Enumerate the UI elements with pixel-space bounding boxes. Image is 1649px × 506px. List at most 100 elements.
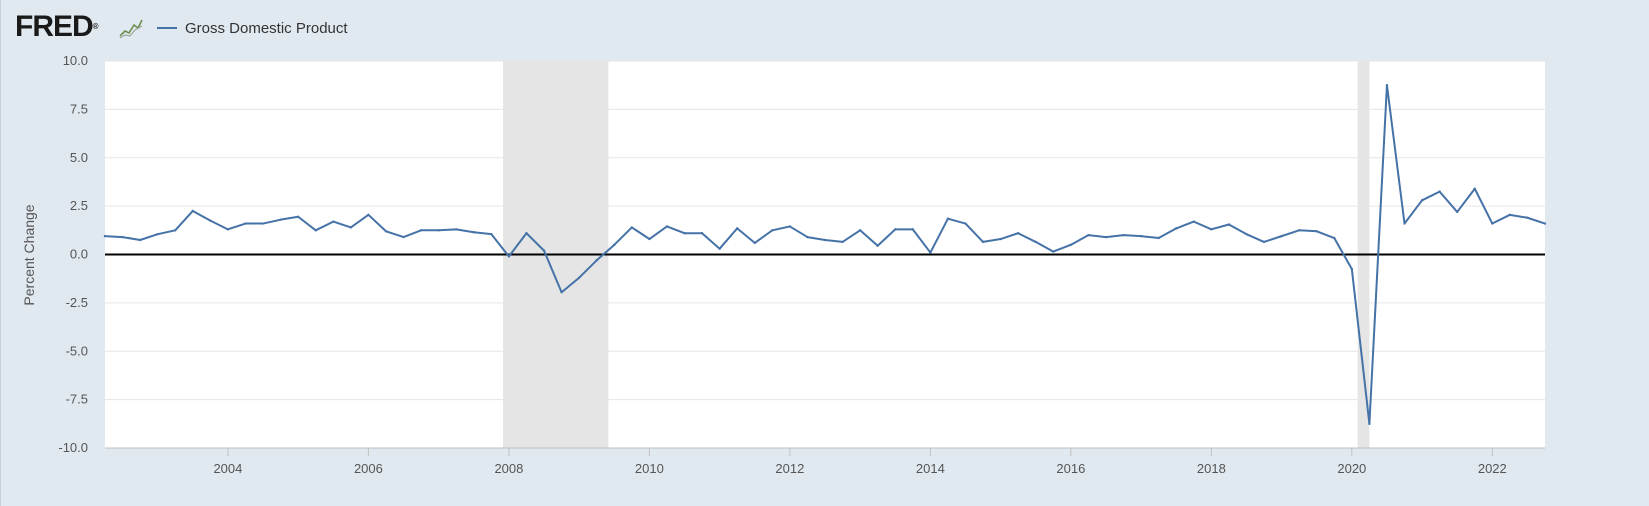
data-point (595, 259, 598, 262)
data-point (858, 229, 862, 232)
data-point (226, 228, 230, 231)
data-point (1508, 213, 1512, 217)
data-point (1455, 210, 1459, 214)
data-point (402, 235, 405, 239)
x-tick-label: 2006 (354, 461, 383, 476)
data-point (560, 291, 563, 294)
data-point (806, 235, 809, 239)
y-tick-label: -10.0 (58, 440, 88, 455)
y-tick-label: 2.5 (70, 198, 88, 213)
x-tick-label: 2008 (494, 461, 523, 476)
x-tick-label: 2014 (916, 461, 945, 476)
data-point (244, 222, 247, 225)
data-point (753, 241, 756, 245)
data-point (1368, 422, 1371, 426)
data-point (1491, 222, 1494, 225)
data-point (1087, 233, 1090, 237)
data-point (367, 213, 370, 217)
data-point (894, 228, 897, 231)
x-axis-ticks: 2004 2006 2008 2010 2012 2014 2016 2018 2020 2022 (105, 447, 1545, 476)
x-tick-label: 2022 (1478, 461, 1507, 476)
data-point (1526, 216, 1529, 219)
data-point (648, 237, 651, 241)
data-point (771, 229, 774, 232)
x-tick-label: 2010 (635, 461, 664, 476)
data-point (718, 247, 721, 250)
data-point (1069, 243, 1073, 247)
data-point (788, 225, 792, 228)
data-point (946, 217, 950, 220)
data-point (542, 249, 546, 252)
data-point (490, 232, 493, 236)
legend[interactable]: Gross Domestic Product (157, 18, 348, 38)
data-point (1192, 220, 1195, 223)
data-point (1333, 236, 1336, 240)
data-point (1034, 240, 1037, 244)
legend-series-label: Gross Domestic Product (185, 19, 348, 37)
data-point (1245, 232, 1248, 236)
data-point (174, 229, 177, 232)
data-point (1385, 83, 1389, 87)
x-tick-label: 2012 (775, 461, 804, 476)
data-point (999, 237, 1002, 241)
data-point (841, 240, 844, 244)
data-point (384, 230, 388, 233)
data-point (1473, 187, 1476, 190)
data-point (1350, 267, 1354, 271)
data-point (1403, 222, 1406, 225)
data-point (314, 229, 317, 232)
data-point (419, 229, 423, 232)
y-tick-label: -7.5 (66, 392, 88, 407)
data-point (911, 228, 915, 231)
data-point (209, 219, 212, 222)
y-tick-label: -5.0 (66, 343, 88, 358)
data-point (876, 244, 879, 247)
data-point (1543, 222, 1547, 225)
legend-swatch (157, 27, 177, 29)
data-point (121, 235, 124, 239)
data-point (683, 232, 686, 235)
data-point (665, 225, 669, 228)
data-point (103, 234, 107, 238)
line-chart-icon (118, 16, 144, 40)
data-point (279, 218, 282, 221)
data-point (437, 229, 440, 232)
data-point (1157, 236, 1160, 240)
fred-logo[interactable]: FRED® (15, 10, 99, 43)
data-point (156, 232, 159, 236)
x-tick-label: 2016 (1056, 461, 1085, 476)
data-point (1420, 199, 1424, 202)
data-point (1280, 234, 1283, 238)
data-point (1139, 234, 1143, 238)
data-point (525, 232, 528, 235)
chart-header: FRED® Gross Domestic Product (1, 0, 1649, 56)
data-point (1104, 235, 1108, 239)
data-point (1052, 250, 1055, 253)
y-tick-label: -2.5 (66, 295, 88, 310)
series-points (103, 83, 1547, 426)
data-point (1438, 190, 1441, 193)
data-point (296, 215, 300, 218)
y-tick-label: 10.0 (63, 53, 88, 68)
data-point (349, 226, 353, 229)
data-point (929, 251, 932, 254)
x-tick-label: 2004 (213, 461, 242, 476)
y-tick-label: 5.0 (70, 150, 88, 165)
y-tick-label: 7.5 (70, 101, 88, 116)
data-point (472, 231, 475, 234)
data-point (823, 238, 827, 242)
data-point (577, 276, 581, 279)
data-point (1016, 232, 1020, 235)
data-point (1297, 229, 1301, 232)
data-point (613, 243, 616, 247)
data-point (1175, 227, 1178, 230)
data-point (964, 222, 967, 225)
data-point (138, 238, 142, 242)
data-point (332, 220, 335, 223)
data-point (700, 232, 704, 235)
x-tick-label: 2018 (1197, 461, 1226, 476)
data-point (261, 222, 265, 225)
data-point (981, 240, 985, 244)
